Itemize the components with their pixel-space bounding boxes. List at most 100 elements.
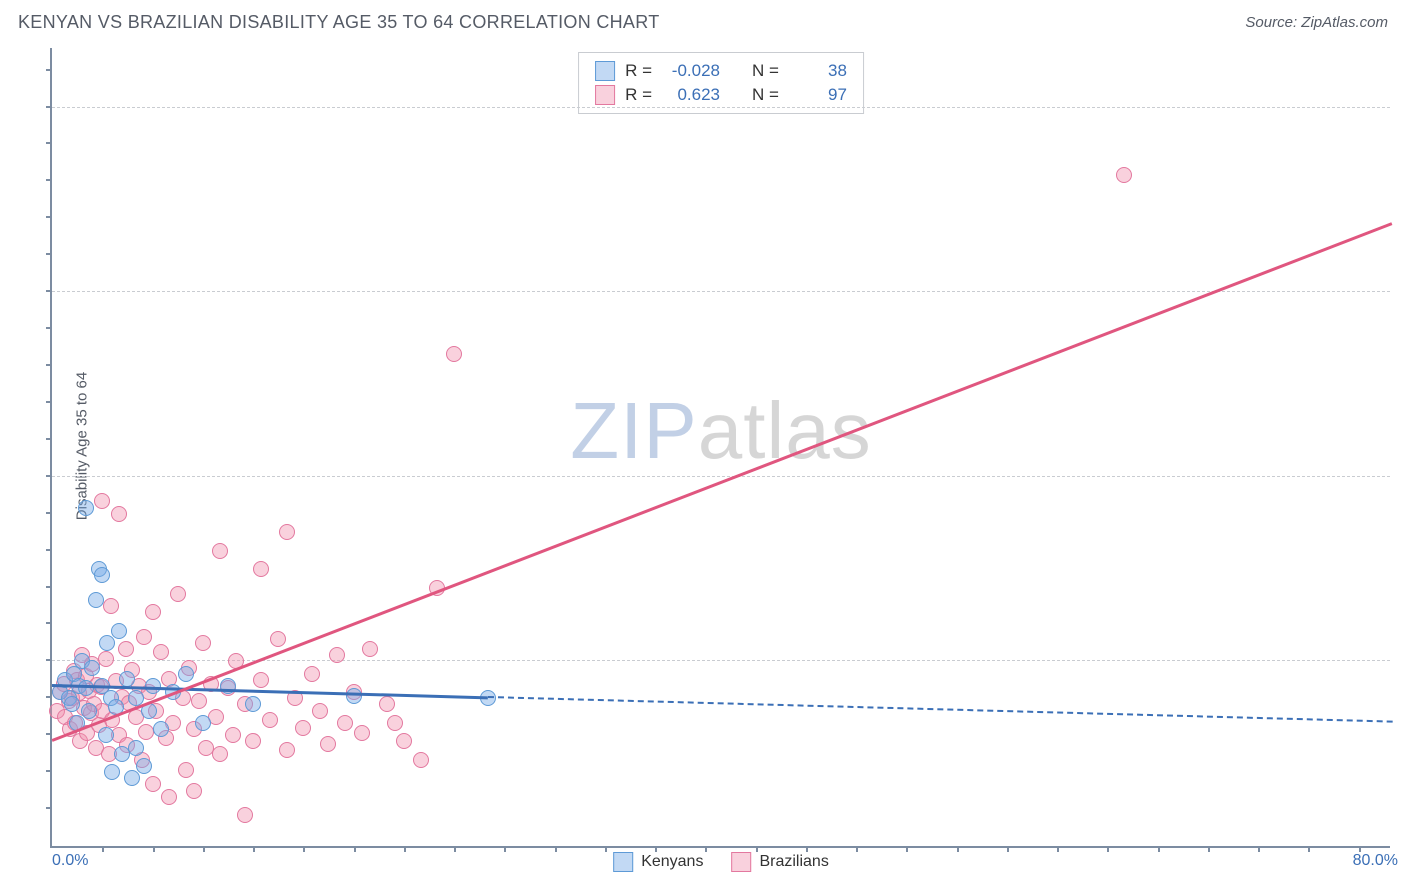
x-minor-tick [1158, 846, 1160, 852]
data-point [253, 561, 269, 577]
data-point [124, 770, 140, 786]
legend-item-2: Brazilians [731, 852, 828, 872]
trend-line [487, 696, 1392, 723]
chart-title: KENYAN VS BRAZILIAN DISABILITY AGE 35 TO… [18, 12, 660, 33]
x-minor-tick [906, 846, 908, 852]
y-minor-tick [46, 659, 52, 661]
gridline [52, 476, 1390, 477]
y-minor-tick [46, 69, 52, 71]
x-minor-tick [153, 846, 155, 852]
x-minor-tick [404, 846, 406, 852]
data-point [245, 696, 261, 712]
data-point [195, 715, 211, 731]
data-point [379, 696, 395, 712]
x-minor-tick [806, 846, 808, 852]
data-point [161, 789, 177, 805]
data-point [81, 703, 97, 719]
data-point [111, 506, 127, 522]
y-minor-tick [46, 733, 52, 735]
data-point [78, 500, 94, 516]
x-minor-tick [454, 846, 456, 852]
data-point [145, 604, 161, 620]
chart-plot-area: ZIPatlas R = -0.028 N = 38 R = 0.623 N =… [50, 48, 1390, 848]
data-point [312, 703, 328, 719]
gridline [52, 291, 1390, 292]
data-point [279, 524, 295, 540]
data-point [94, 567, 110, 583]
data-point [170, 586, 186, 602]
data-point [270, 631, 286, 647]
data-point [362, 641, 378, 657]
y-minor-tick [46, 364, 52, 366]
data-point [212, 746, 228, 762]
y-minor-tick [46, 549, 52, 551]
data-point [387, 715, 403, 731]
correlation-legend: R = -0.028 N = 38 R = 0.623 N = 97 [578, 52, 864, 114]
legend-swatch-bottom-2 [731, 852, 751, 872]
x-minor-tick [1208, 846, 1210, 852]
data-point [237, 807, 253, 823]
y-minor-tick [46, 586, 52, 588]
x-minor-tick [504, 846, 506, 852]
data-point [153, 721, 169, 737]
watermark: ZIPatlas [570, 385, 871, 477]
data-point [153, 644, 169, 660]
data-point [346, 688, 362, 704]
y-minor-tick [46, 512, 52, 514]
x-minor-tick [1107, 846, 1109, 852]
data-point [262, 712, 278, 728]
data-point [94, 493, 110, 509]
data-point [212, 543, 228, 559]
data-point [396, 733, 412, 749]
y-minor-tick [46, 106, 52, 108]
data-point [195, 635, 211, 651]
x-minor-tick [253, 846, 255, 852]
data-point [119, 671, 135, 687]
x-minor-tick [605, 846, 607, 852]
data-point [337, 715, 353, 731]
y-minor-tick [46, 327, 52, 329]
data-point [136, 629, 152, 645]
data-point [413, 752, 429, 768]
x-minor-tick [957, 846, 959, 852]
legend-row-series-1: R = -0.028 N = 38 [595, 59, 847, 83]
data-point [136, 758, 152, 774]
data-point [446, 346, 462, 362]
y-minor-tick [46, 216, 52, 218]
y-minor-tick [46, 401, 52, 403]
legend-swatch-2 [595, 85, 615, 105]
data-point [128, 740, 144, 756]
source-attribution: Source: ZipAtlas.com [1245, 14, 1388, 31]
series-legend: Kenyans Brazilians [613, 852, 829, 872]
data-point [304, 666, 320, 682]
x-minor-tick [756, 846, 758, 852]
data-point [103, 598, 119, 614]
gridline [52, 107, 1390, 108]
x-minor-tick [1359, 846, 1361, 852]
x-minor-tick [1057, 846, 1059, 852]
y-minor-tick [46, 807, 52, 809]
y-minor-tick [46, 142, 52, 144]
x-minor-tick [354, 846, 356, 852]
data-point [111, 623, 127, 639]
data-point [78, 680, 94, 696]
x-minor-tick [1308, 846, 1310, 852]
x-minor-tick [1007, 846, 1009, 852]
data-point [98, 727, 114, 743]
data-point [320, 736, 336, 752]
data-point [98, 651, 114, 667]
data-point [88, 592, 104, 608]
data-point [99, 635, 115, 651]
data-point [1116, 167, 1132, 183]
y-minor-tick [46, 770, 52, 772]
y-minor-tick [46, 438, 52, 440]
y-minor-tick [46, 290, 52, 292]
data-point [84, 660, 100, 676]
legend-swatch-1 [595, 61, 615, 81]
data-point [178, 762, 194, 778]
y-minor-tick [46, 622, 52, 624]
data-point [279, 742, 295, 758]
x-minor-tick [1258, 846, 1260, 852]
x-axis-max-label: 80.0% [1353, 852, 1398, 870]
legend-row-series-2: R = 0.623 N = 97 [595, 83, 847, 107]
